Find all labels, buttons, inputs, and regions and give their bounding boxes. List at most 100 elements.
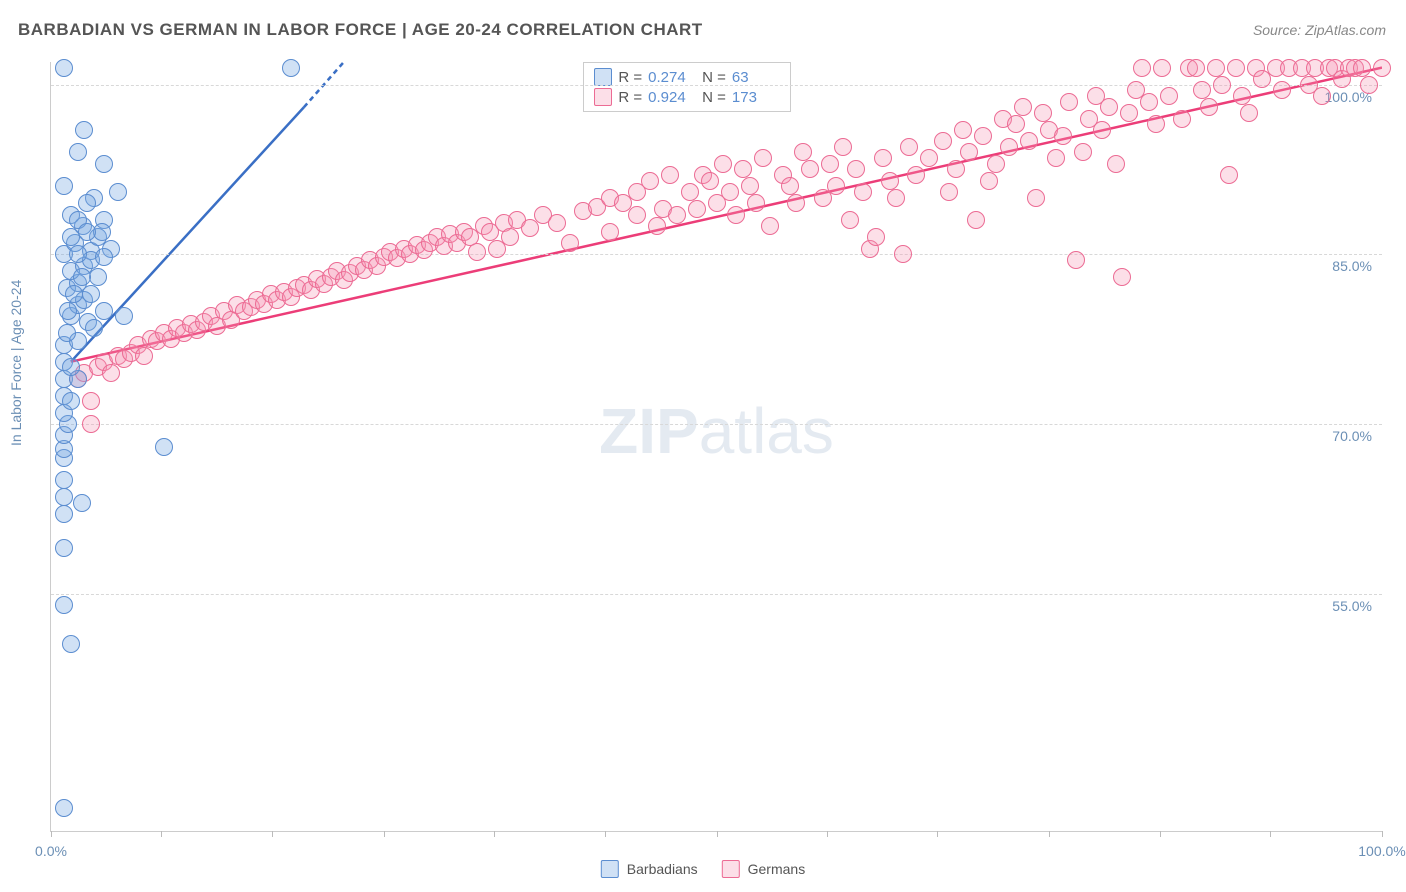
data-point xyxy=(1000,138,1018,156)
data-point xyxy=(55,177,73,195)
data-point xyxy=(920,149,938,167)
data-point xyxy=(761,217,779,235)
data-point xyxy=(967,211,985,229)
data-point xyxy=(794,143,812,161)
data-point xyxy=(115,307,133,325)
data-point xyxy=(55,596,73,614)
data-point xyxy=(741,177,759,195)
legend-row-germans: R = 0.924 N = 173 xyxy=(594,87,780,107)
data-point xyxy=(954,121,972,139)
data-point xyxy=(1067,251,1085,269)
chart-source: Source: ZipAtlas.com xyxy=(1253,22,1386,38)
data-point xyxy=(1273,81,1291,99)
data-point xyxy=(947,160,965,178)
x-tick xyxy=(827,831,828,837)
data-point xyxy=(1373,59,1391,77)
data-point xyxy=(821,155,839,173)
x-tick xyxy=(161,831,162,837)
x-tick xyxy=(1382,831,1383,837)
data-point xyxy=(59,302,77,320)
data-point xyxy=(55,799,73,817)
data-point xyxy=(95,248,113,266)
data-point xyxy=(661,166,679,184)
data-point xyxy=(974,127,992,145)
gridline xyxy=(51,594,1382,595)
data-point xyxy=(95,302,113,320)
data-point xyxy=(934,132,952,150)
data-point xyxy=(1160,87,1178,105)
y-tick-label: 55.0% xyxy=(1332,598,1372,614)
data-point xyxy=(1193,81,1211,99)
data-point xyxy=(681,183,699,201)
data-point xyxy=(73,268,91,286)
data-point xyxy=(781,177,799,195)
data-point xyxy=(747,194,765,212)
legend-item-barbadians: Barbadians xyxy=(601,860,698,878)
data-point xyxy=(1313,87,1331,105)
data-point xyxy=(987,155,1005,173)
x-tick xyxy=(605,831,606,837)
data-point xyxy=(1200,98,1218,116)
data-point xyxy=(801,160,819,178)
data-point xyxy=(1133,59,1151,77)
data-point xyxy=(1074,143,1092,161)
data-point xyxy=(1093,121,1111,139)
x-tick xyxy=(494,831,495,837)
data-point xyxy=(727,206,745,224)
data-point xyxy=(1187,59,1205,77)
chart-title: BARBADIAN VS GERMAN IN LABOR FORCE | AGE… xyxy=(18,20,703,40)
data-point xyxy=(1047,149,1065,167)
data-point xyxy=(721,183,739,201)
data-point xyxy=(69,143,87,161)
data-point xyxy=(78,223,96,241)
data-point xyxy=(881,172,899,190)
x-tick xyxy=(717,831,718,837)
data-point xyxy=(73,494,91,512)
data-point xyxy=(874,149,892,167)
data-point xyxy=(1100,98,1118,116)
x-tick xyxy=(1049,831,1050,837)
data-point xyxy=(834,138,852,156)
x-tick xyxy=(937,831,938,837)
data-point xyxy=(907,166,925,184)
x-tick xyxy=(272,831,273,837)
data-point xyxy=(1140,93,1158,111)
data-point xyxy=(1120,104,1138,122)
data-point xyxy=(894,245,912,263)
x-tick-label: 0.0% xyxy=(35,843,67,859)
data-point xyxy=(1034,104,1052,122)
data-point xyxy=(82,392,100,410)
chart-container: BARBADIAN VS GERMAN IN LABOR FORCE | AGE… xyxy=(0,0,1406,892)
data-point xyxy=(1107,155,1125,173)
data-point xyxy=(75,121,93,139)
data-point xyxy=(1060,93,1078,111)
data-point xyxy=(55,539,73,557)
data-point xyxy=(521,219,539,237)
data-point xyxy=(548,214,566,232)
swatch-barbadians xyxy=(594,68,612,86)
data-point xyxy=(89,268,107,286)
data-point xyxy=(1213,76,1231,94)
y-tick-label: 85.0% xyxy=(1332,258,1372,274)
data-point xyxy=(1207,59,1225,77)
data-point xyxy=(1233,87,1251,105)
data-point xyxy=(95,155,113,173)
data-point xyxy=(1014,98,1032,116)
data-point xyxy=(155,438,173,456)
data-point xyxy=(867,228,885,246)
data-point xyxy=(960,143,978,161)
x-tick xyxy=(51,831,52,837)
data-point xyxy=(55,59,73,77)
data-point xyxy=(561,234,579,252)
data-point xyxy=(85,319,103,337)
data-point xyxy=(1240,104,1258,122)
x-tick-label: 100.0% xyxy=(1358,843,1405,859)
data-point xyxy=(55,471,73,489)
data-point xyxy=(1113,268,1131,286)
data-point xyxy=(847,160,865,178)
watermark: ZIPatlas xyxy=(599,394,834,468)
data-point xyxy=(714,155,732,173)
data-point xyxy=(501,228,519,246)
data-point xyxy=(668,206,686,224)
data-point xyxy=(841,211,859,229)
